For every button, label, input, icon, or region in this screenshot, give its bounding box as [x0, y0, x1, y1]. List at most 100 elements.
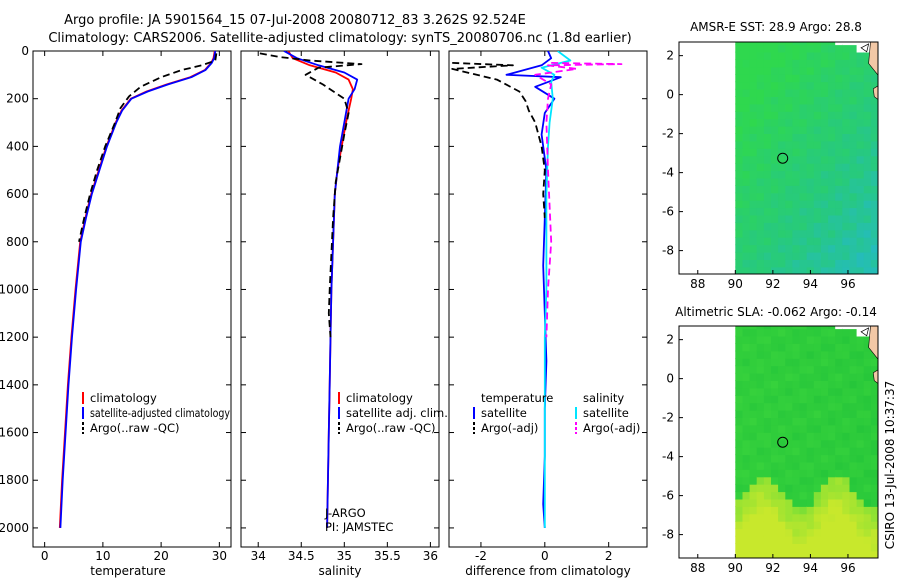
heatmap-cell: [735, 439, 744, 448]
heatmap-cell: [799, 185, 808, 194]
heatmap-cell: [742, 387, 751, 396]
heatmap-cell: [771, 44, 779, 53]
heatmap-cell: [820, 214, 829, 223]
heatmap-cell: [806, 350, 815, 359]
heatmap-cell: [756, 207, 765, 216]
heatmap-cell: [806, 111, 815, 120]
heatmap-cell: [856, 483, 865, 493]
heatmap-cell: [849, 222, 858, 231]
heatmap-cell: [835, 125, 844, 134]
heatmap-cell: [785, 528, 794, 537]
heatmap-cell: [813, 424, 822, 433]
heatmap-cell: [835, 469, 844, 478]
heatmap-cell: [828, 111, 836, 120]
heatmap-cell: [742, 476, 751, 485]
heatmap-cell: [849, 229, 858, 238]
heatmap-cell: [792, 550, 801, 558]
heatmap-cell: [806, 177, 815, 186]
heatmap-cell: [742, 439, 751, 448]
heatmap-cell: [799, 244, 808, 253]
heatmap-cell: [828, 81, 836, 90]
heatmap-cell: [763, 328, 772, 337]
heatmap-cell: [842, 66, 851, 75]
heatmap-cell: [828, 550, 836, 558]
heatmap-cell: [870, 476, 878, 485]
heatmap-cell: [842, 402, 851, 411]
heatmap-cell: [835, 380, 844, 389]
heatmap-cell: [820, 81, 829, 90]
heatmap-cell: [771, 498, 779, 507]
heatmap-cell: [763, 365, 772, 374]
heatmap-cell: [856, 222, 865, 231]
heatmap-cell: [820, 326, 829, 330]
sla-map-panel: Altimetric SLA: -0.062 Argo: -0.14 88 90 9…: [662, 305, 879, 575]
heatmap-cell: [856, 244, 865, 253]
heatmap-cell: [835, 358, 844, 367]
heatmap-cell: [735, 343, 744, 352]
heatmap-cell: [835, 402, 844, 411]
heatmap-cell: [778, 335, 786, 344]
heatmap-cell: [799, 326, 808, 330]
heatmap-cell: [763, 177, 772, 186]
heatmap-cell: [870, 417, 878, 426]
heatmap-cell: [756, 74, 765, 83]
legend-label-temperature-satellite: satellite: [481, 406, 527, 420]
heatmap-cell: [813, 192, 822, 201]
heatmap-cell: [820, 207, 829, 216]
heatmap-cell: [806, 335, 815, 344]
heatmap-cell: [835, 44, 844, 53]
float-pi-annotation: PI: JAMSTEC: [325, 520, 393, 534]
heatmap-cell: [763, 528, 772, 537]
heatmap-cell: [856, 237, 865, 246]
heatmap-cell: [835, 491, 844, 500]
heatmap-cell: [785, 409, 794, 418]
heatmap-cell: [828, 222, 836, 231]
heatmap-cell: [820, 446, 829, 456]
y-tick-label: 0: [21, 44, 29, 58]
series-line-salinity-argo-adj-: [534, 62, 623, 338]
heatmap-cell: [792, 439, 801, 448]
heatmap-cell: [756, 111, 765, 120]
heatmap-cell: [778, 148, 786, 157]
heatmap-cell: [806, 244, 815, 253]
heatmap-cell: [749, 59, 758, 68]
heatmap-cell: [749, 521, 758, 530]
heatmap-cell: [856, 326, 865, 330]
heatmap-cell: [820, 44, 829, 53]
heatmap-cell: [756, 550, 765, 558]
heatmap-cell: [820, 88, 829, 97]
y-tick-label: 1600: [0, 426, 29, 440]
heatmap-cell: [863, 372, 872, 381]
heatmap-cell: [849, 74, 858, 83]
heatmap-cell: [771, 244, 779, 253]
heatmap-cell: [792, 424, 801, 433]
heatmap-cell: [820, 229, 829, 238]
legend-group-temperature: temperature: [481, 391, 553, 405]
heatmap-cell: [756, 148, 765, 157]
heatmap-cell: [771, 185, 779, 194]
heatmap-cell: [842, 59, 851, 68]
heatmap-cell: [763, 439, 772, 448]
heatmap-cell: [813, 550, 822, 558]
heatmap-cell: [813, 432, 822, 441]
heatmap-cell: [878, 170, 886, 178]
heatmap-cell: [749, 96, 758, 105]
heatmap-cell: [792, 395, 801, 404]
heatmap-cell: [842, 424, 851, 433]
heatmap-cell: [756, 328, 765, 337]
heatmap-cell: [792, 177, 801, 186]
heatmap-cell: [828, 148, 836, 157]
heatmap-cell: [849, 417, 858, 426]
heatmap-cell: [856, 350, 865, 359]
heatmap-cell: [749, 214, 758, 223]
heatmap-cell: [763, 140, 772, 149]
heatmap-cell: [778, 483, 786, 493]
heatmap-cell: [870, 207, 878, 216]
legend-label-temperature-argo: Argo(-adj): [481, 421, 538, 435]
heatmap-cell: [749, 140, 758, 149]
heatmap-cell: [828, 535, 836, 544]
heatmap-cell: [742, 251, 751, 260]
heatmap-cell: [778, 185, 786, 194]
heatmap-cell: [742, 59, 751, 68]
heatmap-cell: [870, 358, 878, 367]
